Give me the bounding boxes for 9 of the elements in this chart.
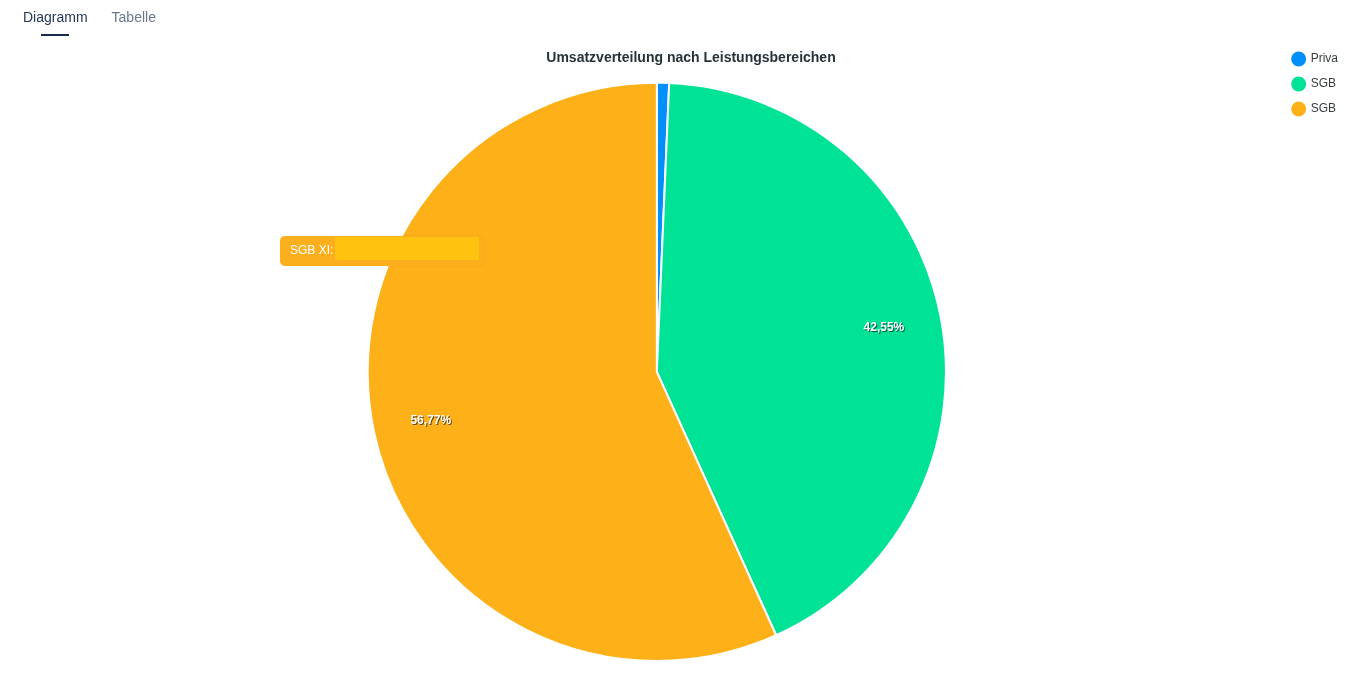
legend-label: SGB [1310, 76, 1336, 91]
legend-label: SGB [1310, 101, 1336, 116]
data-label: 56,77% [410, 413, 452, 428]
text: Diagramm [23, 9, 88, 25]
legend-label: Priva [1310, 51, 1339, 66]
tooltip: SGB XI: [280, 236, 484, 266]
text: Tabelle [111, 9, 156, 25]
chart-title: Umsatzverteilung nach Leistungsbereichen [546, 49, 836, 66]
data-label: 42,55% [863, 320, 905, 335]
